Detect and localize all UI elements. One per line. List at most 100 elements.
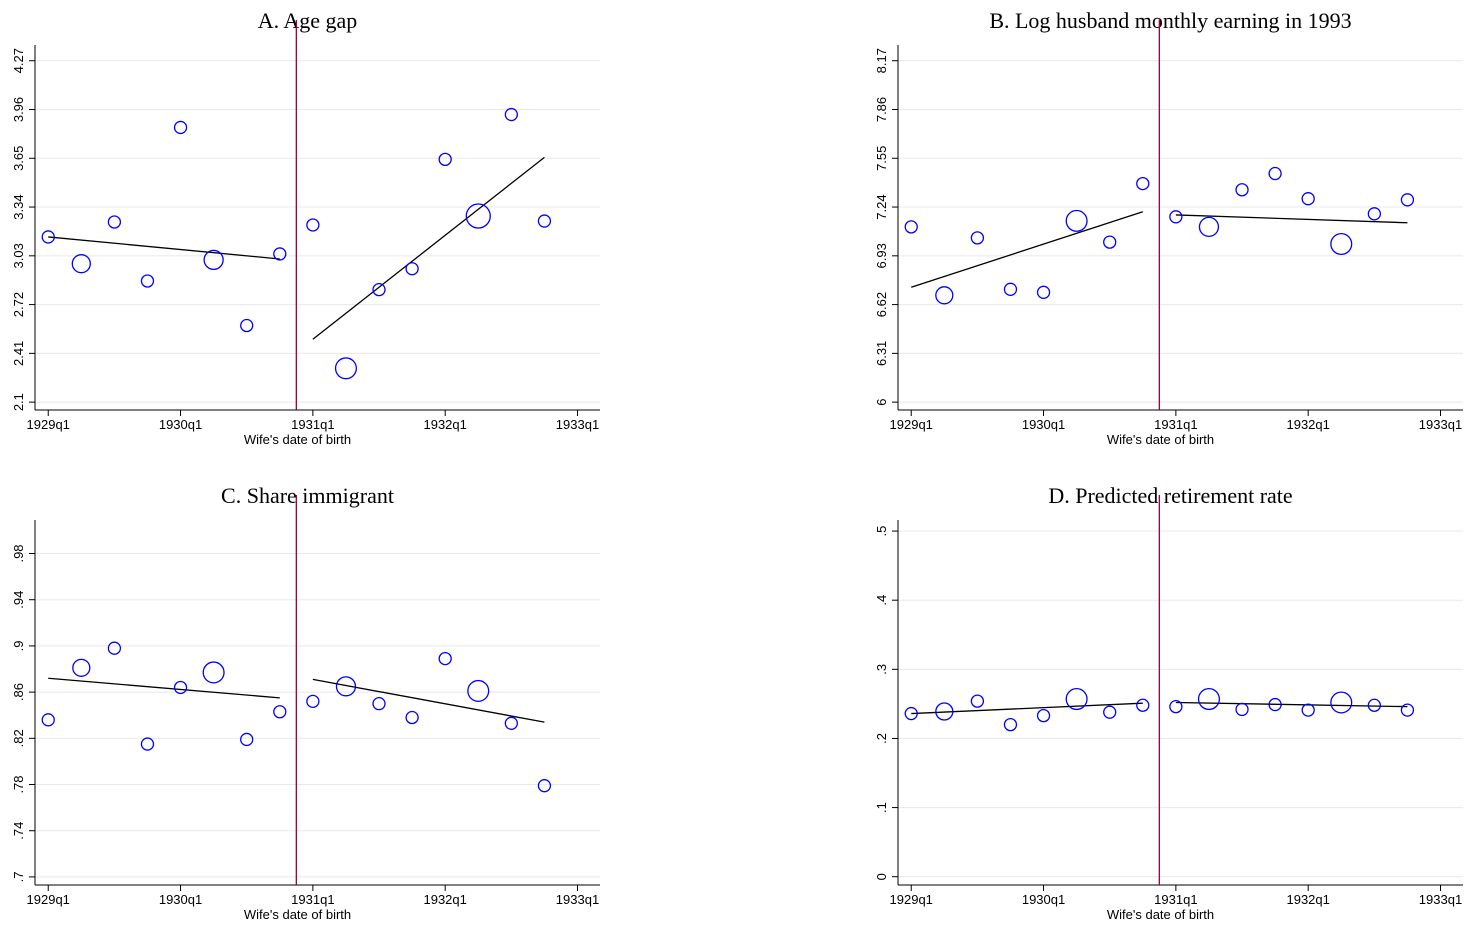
data-point <box>1301 192 1315 206</box>
x-tick-label: 1932q1 <box>1286 417 1329 432</box>
x-tick-label: 1931q1 <box>291 417 334 432</box>
data-point <box>1169 699 1183 714</box>
y-tick-label: 8.17 <box>874 48 889 73</box>
y-tick-label: 6 <box>874 399 889 406</box>
data-point <box>405 262 419 276</box>
y-tick-label: 3.03 <box>11 243 26 268</box>
y-tick-label: 7.55 <box>874 146 889 171</box>
x-tick-label: 1932q1 <box>423 892 466 907</box>
y-tick-label: 3.96 <box>11 97 26 122</box>
data-point <box>904 706 918 721</box>
panel: C. Share immigrant .7 .74 .78 .82 .86 .9 .94 .98… <box>11 483 600 922</box>
data-point <box>1136 176 1150 191</box>
x-tick-label: 1931q1 <box>1154 417 1197 432</box>
y-tick-label: .4 <box>874 595 889 606</box>
data-point <box>372 697 386 711</box>
fit-line <box>911 211 1143 288</box>
x-tick-label: 1932q1 <box>1286 892 1329 907</box>
data-point <box>1036 708 1051 723</box>
data-point <box>1136 698 1150 712</box>
fit-line <box>1175 214 1408 224</box>
data-point <box>72 658 91 677</box>
x-axis-label: Wife's date of birth <box>244 432 351 447</box>
data-point <box>334 357 357 380</box>
y-tick-label: .5 <box>874 526 889 537</box>
x-axis-label: Wife's date of birth <box>1107 907 1214 922</box>
data-point <box>438 651 452 666</box>
data-point <box>173 680 188 695</box>
panel: B. Log husband monthly earning in 1993 6 6… <box>874 8 1463 447</box>
data-point <box>335 676 357 697</box>
y-tick-label: 2.72 <box>11 292 26 317</box>
y-tick-label: 3.34 <box>11 194 26 219</box>
y-tick-label: 2.1 <box>11 393 26 411</box>
fit-line <box>911 702 1143 715</box>
data-point <box>935 286 954 305</box>
data-point <box>1036 285 1051 299</box>
data-point <box>405 710 419 725</box>
data-point <box>41 713 55 727</box>
y-tick-label: 2.41 <box>11 341 26 366</box>
data-point <box>240 732 254 747</box>
data-point <box>465 203 491 229</box>
x-axis-label: Wife's date of birth <box>244 907 351 922</box>
data-point <box>467 679 490 702</box>
y-tick-label: .98 <box>11 544 26 562</box>
x-tick-label: 1931q1 <box>291 892 334 907</box>
y-tick-label: 7.86 <box>874 97 889 122</box>
data-point <box>1003 717 1018 732</box>
panel: A. Age gap 2.1 2.41 2.72 3.03 3.34 3.65 3.96 4.2… <box>11 8 600 447</box>
y-tick-label: 3.65 <box>11 146 26 171</box>
data-point <box>504 716 518 730</box>
fit-line <box>48 236 280 260</box>
fit-line <box>48 677 280 699</box>
data-point <box>1198 216 1220 238</box>
data-point <box>203 249 224 271</box>
data-point <box>173 120 188 135</box>
data-point <box>240 318 254 333</box>
y-tick-label: 4.27 <box>11 48 26 73</box>
chart-title: C. Share immigrant <box>221 483 394 508</box>
data-point <box>1400 703 1415 717</box>
data-point <box>438 152 452 167</box>
fit-line <box>312 678 545 723</box>
x-tick-label: 1933q1 <box>1419 417 1462 432</box>
data-point <box>1330 691 1353 714</box>
data-point <box>935 702 954 721</box>
data-point <box>140 737 155 751</box>
data-point <box>306 694 320 708</box>
y-tick-label: .86 <box>11 683 26 701</box>
y-tick-label: .94 <box>11 591 26 609</box>
x-tick-label: 1930q1 <box>1022 892 1065 907</box>
data-point <box>904 220 918 234</box>
y-tick-label: .3 <box>874 664 889 675</box>
panel: D. Predicted retirement rate 0 .1 .2 .3 .4 .5 1… <box>874 483 1463 922</box>
data-point <box>1330 232 1353 256</box>
y-tick-label: .1 <box>874 802 889 813</box>
data-point <box>1367 698 1381 712</box>
data-point <box>273 705 287 719</box>
y-tick-label: .74 <box>11 822 26 840</box>
x-tick-label: 1933q1 <box>1419 892 1462 907</box>
fit-line <box>1175 701 1408 708</box>
y-tick-label: 6.93 <box>874 243 889 268</box>
data-point <box>107 215 122 229</box>
data-point <box>107 641 122 655</box>
x-tick-label: 1929q1 <box>890 892 933 907</box>
data-point <box>537 779 552 793</box>
data-point <box>140 274 155 288</box>
data-point <box>537 214 552 228</box>
chart-title: B. Log husband monthly earning in 1993 <box>989 8 1351 33</box>
y-tick-label: .9 <box>11 640 26 651</box>
x-tick-label: 1933q1 <box>556 892 599 907</box>
x-axis-label: Wife's date of birth <box>1107 432 1214 447</box>
data-point <box>970 231 985 245</box>
x-tick-label: 1929q1 <box>890 417 933 432</box>
data-point <box>970 694 985 708</box>
chart-title: A. Age gap <box>258 8 358 33</box>
fit-line <box>312 156 545 340</box>
data-point <box>1169 210 1183 224</box>
x-tick-label: 1933q1 <box>556 417 599 432</box>
data-point <box>306 218 320 232</box>
